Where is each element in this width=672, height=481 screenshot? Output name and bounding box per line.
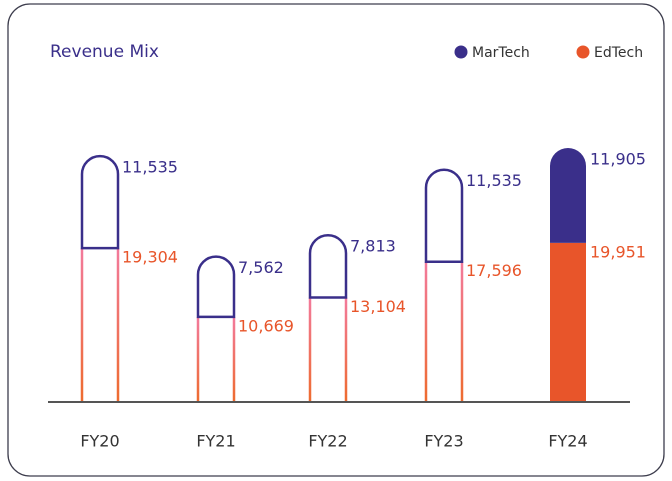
value-label: 10,669 [238,316,294,335]
legend-swatch [454,45,468,59]
bar-segment [308,233,348,299]
value-label: 17,596 [466,261,522,280]
bar-segment [80,248,120,402]
bar-side [424,261,428,402]
value-label: 7,813 [350,237,396,256]
bar-side [232,316,236,402]
x-tick-label: FY21 [196,432,235,451]
bar-segment [196,316,236,402]
bar-segment [424,261,464,402]
x-tick-label: FY23 [424,432,463,451]
bar-segment [308,297,348,402]
value-label: 11,535 [466,171,522,190]
x-tick-label: FY22 [308,432,347,451]
bar-side [196,316,200,402]
bar-side [344,297,348,402]
bar-side [116,248,120,402]
bar-side [460,261,464,402]
bar-side [308,297,312,402]
x-tick-label: FY24 [548,432,587,451]
bar-segment [550,242,586,402]
legend-label: MarTech [472,45,530,61]
value-label: 11,535 [122,158,178,177]
bar-side [80,248,84,402]
value-label: 19,304 [122,248,178,267]
x-tick-label: FY20 [80,432,119,451]
value-label: 11,905 [590,150,646,169]
value-label: 13,104 [350,297,406,316]
bar-segment [80,154,120,250]
bar-segment [550,148,586,243]
bar-segment [196,255,236,319]
card [7,3,665,477]
chart-title: Revenue Mix [50,42,159,62]
legend-label: EdTech [594,45,643,61]
value-label: 7,562 [238,258,284,277]
legend-swatch [576,45,590,59]
value-label: 19,951 [590,242,646,261]
bar-segment [424,168,464,263]
